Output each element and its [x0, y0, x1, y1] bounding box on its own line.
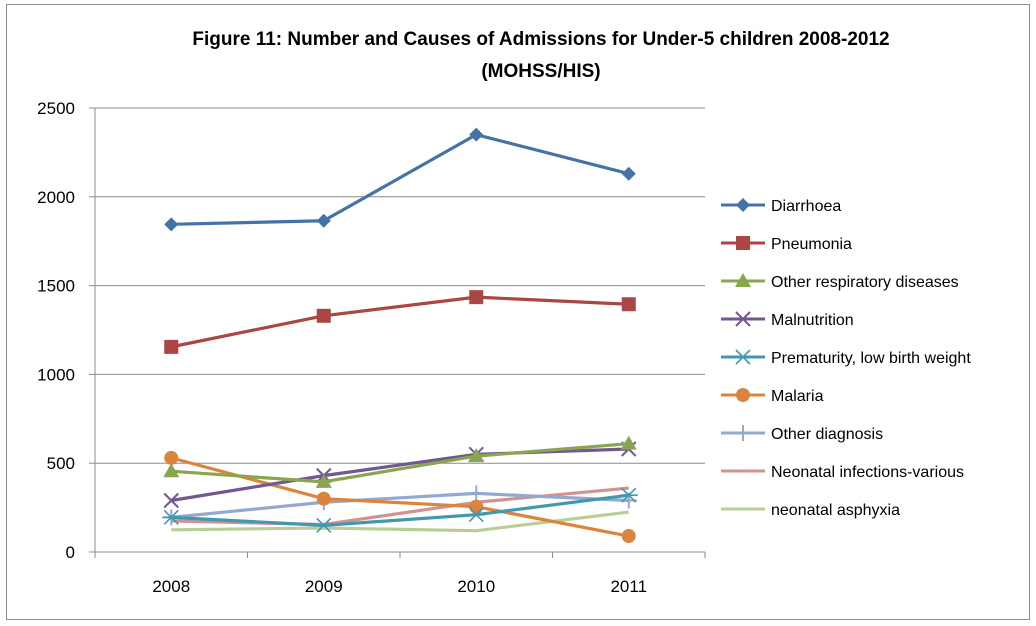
y-tick-label: 500	[47, 454, 75, 473]
series-line	[171, 491, 629, 519]
chart-frame: Figure 11: Number and Causes of Admissio…	[6, 4, 1030, 620]
x-tick-label: 2009	[305, 577, 343, 596]
y-tick-label: 2000	[37, 188, 75, 207]
data-point	[619, 487, 638, 503]
legend-item: neonatal asphyxia	[721, 502, 900, 519]
legend-label: Pneumonia	[771, 236, 852, 253]
series-prematurity-low-birth-weight	[162, 487, 638, 533]
series-line	[171, 133, 630, 226]
y-tick-label: 2500	[37, 99, 75, 118]
y-tick-label: 1500	[37, 277, 75, 296]
legend-marker	[736, 388, 750, 402]
series-malaria	[164, 450, 636, 544]
x-tick-label: 2011	[610, 577, 647, 596]
series-other-respiratory-diseases	[163, 435, 637, 488]
chart-title: Figure 11: Number and Causes of Admissio…	[192, 29, 889, 50]
data-point	[315, 473, 332, 488]
series-line	[171, 493, 629, 527]
gridlines	[95, 107, 705, 464]
y-tick-label: 0	[66, 543, 75, 562]
series-diarrhoea	[164, 127, 636, 232]
data-point	[164, 450, 179, 465]
legend-item: Pneumonia	[721, 236, 852, 253]
x-tick-label: 2008	[152, 577, 190, 596]
legend-label: Malnutrition	[771, 312, 854, 329]
data-point	[620, 435, 637, 450]
legend-item: Prematurity, low birth weight	[721, 349, 971, 367]
legend-item: Malnutrition	[721, 311, 854, 329]
data-point	[469, 290, 484, 305]
data-point	[621, 297, 636, 312]
legend: Diarrhoea Pneumonia Other respiratory dise…	[721, 198, 971, 519]
data-point	[164, 217, 179, 232]
series-line	[170, 447, 629, 503]
data-point	[621, 166, 636, 181]
legend-item: Diarrhoea	[721, 198, 841, 215]
legend-label: Malaria	[771, 388, 824, 405]
data-point	[163, 463, 180, 478]
legend-marker	[735, 273, 751, 287]
legend-marker	[735, 311, 751, 327]
legend-item: Other respiratory diseases	[721, 273, 959, 291]
data-point	[469, 499, 484, 514]
line-chart: Figure 11: Number and Causes of Admissio…	[37, 29, 971, 596]
data-point	[314, 517, 333, 533]
chart-subtitle: (MOHSS/HIS)	[481, 61, 600, 82]
x-tick-label: 2010	[457, 577, 495, 596]
data-point	[468, 485, 485, 502]
legend-item: Other diagnosis	[721, 425, 883, 443]
legend-marker	[735, 425, 751, 441]
legend-label: Prematurity, low birth weight	[771, 350, 971, 367]
legend-marker	[736, 198, 750, 212]
legend-marker	[736, 236, 750, 250]
series-layer	[162, 127, 638, 544]
series-pneumonia	[164, 290, 636, 354]
data-point	[469, 127, 484, 142]
data-point	[162, 509, 181, 525]
data-point	[163, 492, 179, 509]
data-point	[467, 507, 486, 523]
axes: 0 500 1000 1500 2000 2500 2008 2009 2010 2011	[37, 99, 706, 596]
data-point	[468, 448, 485, 463]
series-line	[170, 456, 630, 538]
legend-label: Other diagnosis	[771, 426, 883, 443]
data-point	[316, 308, 331, 323]
legend-label: Diarrhoea	[771, 198, 841, 215]
legend-label: neonatal asphyxia	[771, 502, 900, 519]
data-point	[621, 529, 636, 544]
data-point	[316, 491, 331, 506]
legend-item: Neonatal infections-various	[721, 464, 964, 481]
legend-marker	[734, 349, 752, 365]
data-point	[316, 213, 331, 228]
legend-item: Malaria	[721, 388, 824, 405]
data-point	[164, 339, 179, 354]
legend-label: Other respiratory diseases	[771, 274, 959, 291]
y-tick-label: 1000	[37, 365, 75, 384]
series-line	[170, 295, 629, 349]
series-line	[171, 442, 629, 484]
legend-label: Neonatal infections-various	[771, 464, 964, 481]
